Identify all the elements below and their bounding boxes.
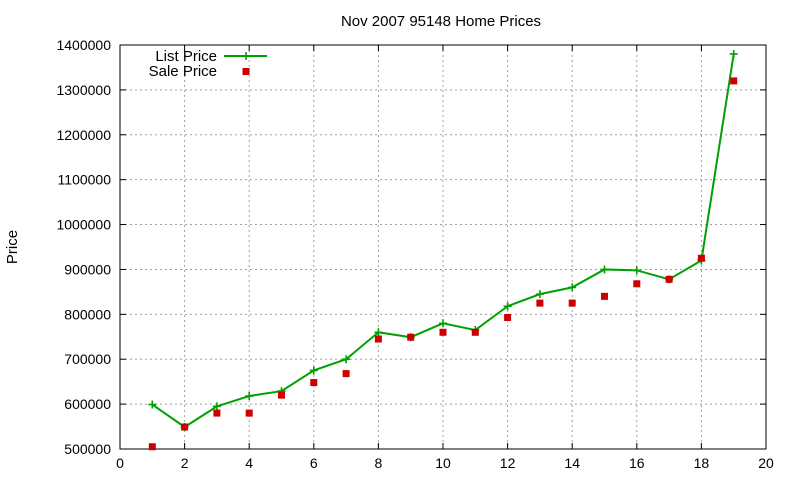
series-layer: [148, 49, 738, 451]
sale-price-point: [245, 409, 253, 417]
y-tick-label: 1200000: [56, 127, 111, 143]
list-price-point: [568, 283, 577, 292]
sale-price-point: [504, 313, 512, 321]
x-tick-label: 20: [758, 455, 774, 471]
sale-price-point: [471, 328, 479, 336]
x-tick-label: 0: [116, 455, 124, 471]
sale-price-point: [310, 379, 318, 387]
list-price-point: [729, 49, 738, 58]
x-tick-label: 4: [245, 455, 253, 471]
series-1: [148, 77, 738, 451]
list-price-point: [212, 402, 221, 411]
x-tick-label: 8: [375, 455, 383, 471]
sale-price-point: [568, 299, 576, 307]
sale-price-point: [730, 77, 738, 85]
y-tick-label: 1400000: [56, 37, 111, 53]
sale-price-point: [181, 423, 189, 431]
list-price-point: [503, 302, 512, 311]
x-tick-label: 10: [435, 455, 451, 471]
list-price-point: [439, 319, 447, 328]
sale-price-point: [665, 275, 673, 283]
sale-price-point: [697, 254, 705, 262]
list-price-point: [342, 355, 351, 364]
x-tick-label: 18: [694, 455, 710, 471]
y-tick-label: 900000: [64, 261, 111, 277]
chart-title: Nov 2007 95148 Home Prices: [341, 13, 541, 30]
sale-price-point: [601, 292, 608, 300]
sale-price-point: [633, 280, 641, 288]
y-tick-label: 1300000: [56, 82, 111, 98]
sale-price-point: [342, 370, 350, 378]
sale-price-point: [407, 333, 415, 341]
list-price-point: [632, 266, 641, 275]
sale-price-point: [536, 299, 544, 307]
legend-marker-sale-price: [242, 68, 250, 75]
list-price-point: [600, 265, 609, 274]
list-price-point: [309, 366, 318, 375]
legend: List Price Sale Price: [149, 48, 267, 80]
y-tick-label: 800000: [64, 306, 111, 322]
y-tick-label: 500000: [64, 441, 111, 457]
y-tick-label: 700000: [64, 351, 111, 367]
legend-marker-list-price: [242, 52, 250, 60]
sale-price-point: [148, 443, 156, 451]
y-tick-label: 600000: [64, 396, 111, 412]
sale-price-point: [213, 409, 221, 417]
list-price-point: [535, 290, 544, 299]
x-tick-label: 14: [564, 455, 580, 471]
x-tick-label: 12: [500, 455, 516, 471]
sale-price-point: [278, 391, 285, 399]
sale-price-point: [439, 328, 447, 336]
legend-label-sale-price: Sale Price: [149, 63, 217, 80]
y-axis-label: Price: [4, 230, 21, 264]
axis-ticks: 500000 600000 700000 800000 900000 1000000 110…: [56, 37, 774, 471]
legend-label-list-price: List Price: [155, 48, 217, 65]
sale-price-point: [374, 335, 382, 343]
y-tick-label: 1000000: [56, 217, 111, 233]
x-tick-label: 6: [310, 455, 318, 471]
grid: [120, 45, 766, 449]
x-tick-label: 2: [181, 455, 189, 471]
list-price-point: [245, 392, 254, 401]
x-tick-label: 16: [629, 455, 645, 471]
list-price-point: [148, 400, 157, 409]
list-price-point: [374, 328, 383, 337]
y-tick-label: 1100000: [58, 172, 112, 188]
